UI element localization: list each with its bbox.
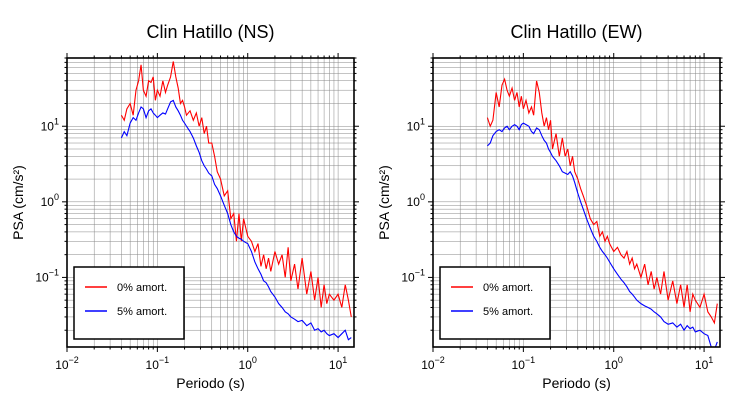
x-tick-label-base: 10	[239, 358, 253, 372]
y-tick-label-exponent: 1	[54, 116, 59, 126]
y-tick-label-base: 10	[407, 119, 421, 133]
y-tick-label-exponent: −1	[49, 267, 59, 277]
chart-panel-ew: Clin Hatillo (EW)10−2 10−1 100 10110−110010…	[376, 22, 725, 391]
plot-frame	[432, 57, 721, 348]
x-tick-label-base: 10	[605, 358, 619, 372]
series-line-red	[486, 77, 718, 325]
series-line-blue	[120, 99, 352, 341]
legend-label: 5% amort.	[483, 306, 533, 318]
chart-panel-ns: Clin Hatillo (NS)10−2 10−1 100 10110−110010…	[10, 22, 359, 391]
y-tick-label-exponent: 0	[54, 192, 59, 202]
x-tick-label-base: 10	[146, 358, 160, 372]
y-axis-label: PSA (cm/s²)	[10, 165, 26, 240]
legend: 0% amort. 5% amort.	[73, 266, 185, 340]
x-tick-label: 100	[239, 355, 257, 372]
y-tick-label-base: 10	[407, 195, 421, 209]
y-tick-label-base: 10	[41, 119, 55, 133]
chart-title: Clin Hatillo (EW)	[510, 22, 642, 42]
legend-label: 0% amort.	[483, 282, 533, 294]
x-tick-label-exponent: −1	[525, 355, 535, 365]
x-tick-label: 10−1	[512, 355, 536, 372]
x-axis-label: Periodo (s)	[542, 375, 610, 391]
tick-marks	[428, 53, 725, 352]
y-tick-label: 101	[407, 116, 425, 133]
x-tick-label: 10−2	[421, 355, 445, 372]
x-tick-label-exponent: 1	[342, 355, 347, 365]
x-tick-label: 100	[605, 355, 623, 372]
y-tick-label: 100	[407, 192, 425, 209]
x-axis-label: Periodo (s)	[176, 375, 244, 391]
legend: 0% amort. 5% amort.	[439, 266, 551, 340]
x-tick-label: 101	[329, 355, 347, 372]
x-tick-label: 10−2	[55, 355, 79, 372]
y-tick-label: 100	[41, 192, 59, 209]
x-tick-label-exponent: −2	[69, 355, 79, 365]
x-tick-label-base: 10	[55, 358, 69, 372]
x-tick-label: 10−1	[146, 355, 170, 372]
legend-label: 5% amort.	[117, 306, 167, 318]
y-tick-label: 101	[41, 116, 59, 133]
series-line-red	[120, 61, 352, 318]
y-axis-label: PSA (cm/s²)	[376, 165, 392, 240]
x-tick-label-base: 10	[512, 358, 526, 372]
legend-box	[73, 266, 185, 340]
x-tick-label-base: 10	[695, 358, 709, 372]
y-tick-label-exponent: 0	[420, 192, 425, 202]
x-tick-label-exponent: 1	[708, 355, 713, 365]
x-tick-label-base: 10	[421, 358, 435, 372]
legend-box	[439, 266, 551, 340]
y-tick-label: 10−1	[401, 267, 425, 284]
x-tick-label-base: 10	[329, 358, 343, 372]
x-tick-label: 101	[695, 355, 713, 372]
y-tick-label-base: 10	[401, 270, 415, 284]
y-tick-label-exponent: 1	[420, 116, 425, 126]
y-tick-label: 10−1	[35, 267, 59, 284]
plot-frame	[66, 57, 355, 348]
x-tick-label-exponent: 0	[618, 355, 623, 365]
y-tick-label-exponent: −1	[415, 267, 425, 277]
x-tick-label-exponent: 0	[252, 355, 257, 365]
y-tick-label-base: 10	[35, 270, 49, 284]
tick-marks	[62, 53, 359, 352]
series-line-blue	[487, 122, 718, 347]
y-tick-label-base: 10	[41, 195, 55, 209]
chart-title: Clin Hatillo (NS)	[146, 22, 274, 42]
legend-label: 0% amort.	[117, 282, 167, 294]
x-tick-label-exponent: −1	[159, 355, 169, 365]
x-tick-label-exponent: −2	[435, 355, 445, 365]
